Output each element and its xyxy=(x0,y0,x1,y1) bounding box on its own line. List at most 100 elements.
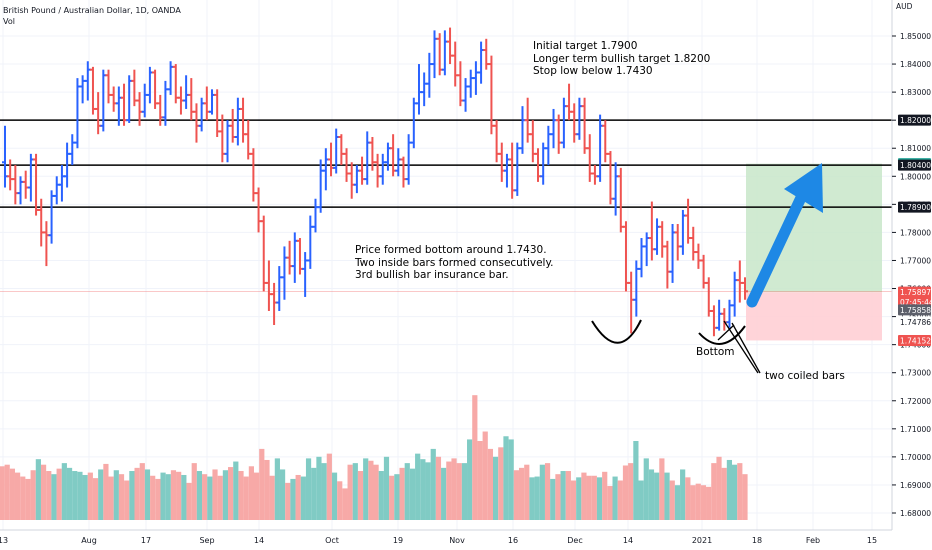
ohlc-bar xyxy=(58,165,65,202)
ohlc-bar xyxy=(234,97,241,146)
volume-bar xyxy=(30,470,36,520)
volume-bar xyxy=(420,459,426,520)
price-badge-label: 1.75858 xyxy=(900,306,931,315)
volume-bar xyxy=(461,463,468,520)
currency-label[interactable]: AUD xyxy=(896,2,912,11)
ohlc-bar xyxy=(545,125,552,166)
ohlc-bar xyxy=(312,198,319,233)
price-badge xyxy=(898,316,931,328)
ohlc-bar xyxy=(43,221,50,267)
volume-bar xyxy=(14,472,21,520)
bottom-label: Bottom xyxy=(696,346,735,358)
arrow-head xyxy=(784,163,823,213)
volume-bar xyxy=(72,471,78,520)
volume-bar xyxy=(326,453,332,520)
ohlc-bar xyxy=(203,86,210,121)
volume-bar xyxy=(534,476,540,520)
volume-bar xyxy=(524,464,530,520)
ohlc-bar xyxy=(27,153,34,202)
ohlc-bar xyxy=(503,153,510,188)
note-bottom-3: 3rd bullish bar insurance bar. xyxy=(355,269,509,281)
volume-bar xyxy=(544,463,551,520)
price-tick-label: 1.68000 xyxy=(900,509,931,518)
ohlc-bar xyxy=(353,165,360,194)
ohlc-bar xyxy=(581,97,588,154)
ohlc-bar xyxy=(436,33,443,76)
volume-bar xyxy=(269,475,275,520)
volume-bar xyxy=(113,470,119,520)
ohlc-bar xyxy=(410,97,417,149)
ohlc-bar xyxy=(431,30,438,79)
ohlc-bar xyxy=(483,38,490,70)
ohlc-bar xyxy=(141,83,148,118)
price-badge-label: 1.75897 xyxy=(900,288,931,297)
ohlc-bar xyxy=(488,55,495,135)
price-badge-label: 1.82000 xyxy=(900,116,931,125)
ohlc-bar xyxy=(208,89,215,115)
ohlc-bar xyxy=(586,134,593,182)
coiled-pointer-2 xyxy=(731,322,761,374)
volume-bar xyxy=(77,471,83,520)
volume-bar xyxy=(279,469,286,520)
ohlc-bar xyxy=(84,61,91,101)
ohlc-bar xyxy=(617,167,624,233)
ohlc-bar xyxy=(550,108,557,149)
volume-bar xyxy=(508,439,514,520)
price-tick-label: 1.85000 xyxy=(900,32,931,41)
ohlc-bar xyxy=(22,170,29,199)
ohlc-bar xyxy=(560,97,567,149)
volume-bar xyxy=(700,485,707,520)
volume-bar xyxy=(695,483,701,520)
ohlc-bar xyxy=(379,153,386,185)
price-tick-label: 1.73000 xyxy=(900,369,931,378)
price-tick-label: 1.84000 xyxy=(900,60,931,69)
volume-bar xyxy=(446,461,452,520)
volume-bar xyxy=(669,480,675,520)
bottom-note: Price formed bottom around 1.7430. Two i… xyxy=(355,244,554,282)
ohlc-bar xyxy=(95,92,102,135)
note-bottom-2: Two inside bars formed consecutively. xyxy=(355,256,554,269)
ohlc-bar xyxy=(690,226,697,261)
price-badge-label: 1.80400 xyxy=(900,161,931,170)
volume-bar xyxy=(202,474,208,520)
ohlc-bar xyxy=(126,75,133,123)
time-label: Oct xyxy=(325,536,339,545)
ohlc-bar xyxy=(607,151,614,205)
price-badge-label: 1.74152 xyxy=(900,336,931,345)
price-badge xyxy=(898,334,931,346)
volume-bar xyxy=(108,476,114,520)
volume-bar xyxy=(706,486,712,520)
ohlc-bar xyxy=(540,142,547,185)
volume-bar xyxy=(513,470,519,520)
price-tick-label: 1.72000 xyxy=(900,397,931,406)
volume-bar xyxy=(648,469,655,520)
time-label: 15 xyxy=(867,536,877,545)
ohlc-bar xyxy=(467,69,474,98)
ohlc-bar xyxy=(472,61,479,95)
ohlc-bar xyxy=(33,153,40,216)
ohlc-bar xyxy=(7,159,14,191)
volume-bar xyxy=(591,475,597,520)
volume-bar xyxy=(378,471,384,520)
volume-bar xyxy=(144,469,151,520)
volume-bar xyxy=(472,395,478,520)
coiled-tick xyxy=(717,324,735,341)
volume-bar xyxy=(607,486,613,520)
volume-bar xyxy=(248,466,254,520)
ohlc-bar xyxy=(721,308,728,331)
volume-bar xyxy=(25,478,31,520)
ohlc-bar xyxy=(281,246,288,300)
price-axis: 1.85000 1.84000 1.83000 1.82000 1.81000 1.800… xyxy=(891,0,932,530)
volume-bar xyxy=(503,436,509,520)
volume-bar xyxy=(404,463,410,520)
ohlc-bar xyxy=(710,305,717,337)
volume-bar xyxy=(290,478,296,520)
volume-bar xyxy=(222,470,229,520)
volume-bar xyxy=(425,462,431,520)
ohlc-bar xyxy=(731,271,738,317)
bottom-arc-right xyxy=(698,325,746,345)
time-label: Aug xyxy=(81,536,97,545)
ohlc-bar xyxy=(426,52,433,98)
ohlc-bar xyxy=(695,243,702,269)
